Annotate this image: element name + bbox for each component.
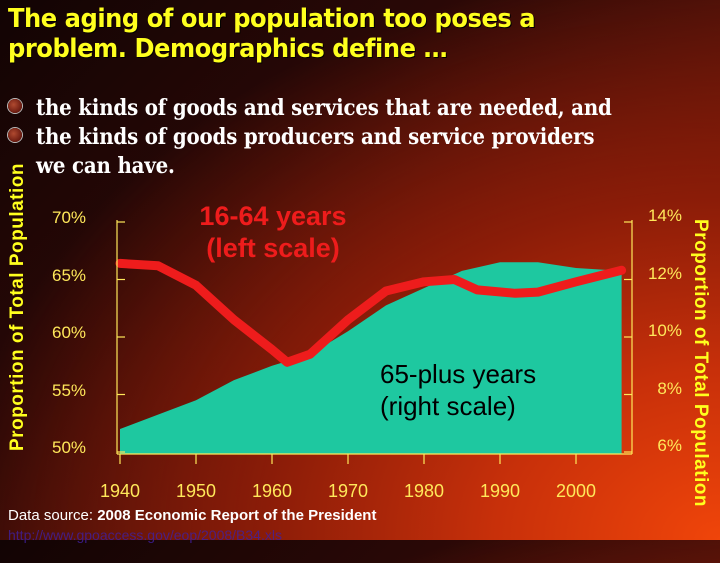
label-65-plus: 65-plus years (right scale): [380, 358, 536, 422]
x-tick: 1950: [175, 481, 217, 501]
label-65-plus-line1: 65-plus years: [380, 359, 537, 389]
x-tick: 1940: [99, 481, 141, 501]
bullet-item: we can have.: [8, 152, 708, 181]
bullet-text: the kinds of goods producers and service…: [36, 124, 595, 150]
y-left-tick: 65%: [52, 266, 87, 285]
y-right-tick: 6%: [657, 436, 682, 455]
bullet-icon: [8, 99, 22, 113]
bullet-item: the kinds of goods and services that are…: [8, 94, 708, 123]
source-prefix: Data source:: [8, 507, 98, 524]
y-left-tick: 50%: [52, 438, 87, 457]
bullet-text: the kinds of goods and services that are…: [36, 95, 612, 121]
y-left-tick: 70%: [52, 208, 87, 227]
line-16-64: [115, 258, 627, 367]
label-16-64-line1: 16-64 years: [199, 201, 347, 231]
data-source: Data source: 2008 Economic Report of the…: [8, 507, 376, 524]
y-right-tick: 8%: [657, 379, 682, 398]
x-tick: 1980: [403, 481, 445, 501]
y-left-tick: 60%: [52, 323, 87, 342]
source-link[interactable]: http://www.gpoaccess.gov/eop/2008/B34.xl…: [8, 527, 282, 543]
x-tick: 1960: [251, 481, 293, 501]
chart-plot: [115, 220, 633, 464]
label-16-64-line2: (left scale): [206, 233, 340, 263]
x-tick: 2000: [555, 481, 597, 501]
y-right-tick: 12%: [647, 264, 682, 283]
area-65-plus: [120, 262, 622, 454]
x-tick: 1970: [327, 481, 369, 501]
source-title: 2008 Economic Report of the President: [97, 507, 377, 524]
label-16-64: 16-64 years (left scale): [178, 200, 368, 264]
y-left-tick: 55%: [52, 381, 87, 400]
label-65-plus-line2: (right scale): [380, 391, 516, 421]
axes: [116, 220, 633, 464]
bullet-item: the kinds of goods producers and service…: [8, 123, 708, 152]
title-line-2: problem. Demographics define …: [8, 34, 448, 64]
bullet-text: we can have.: [36, 153, 175, 179]
x-tick: 1990: [479, 481, 521, 501]
title-line-1: The aging of our population too poses a: [8, 4, 536, 34]
y-right-tick: 14%: [647, 206, 682, 225]
slide-title: The aging of our population too poses a …: [8, 4, 659, 64]
bullet-list: the kinds of goods and services that are…: [8, 94, 708, 181]
bullet-icon: [8, 128, 22, 142]
y-right-tick: 10%: [647, 321, 682, 340]
